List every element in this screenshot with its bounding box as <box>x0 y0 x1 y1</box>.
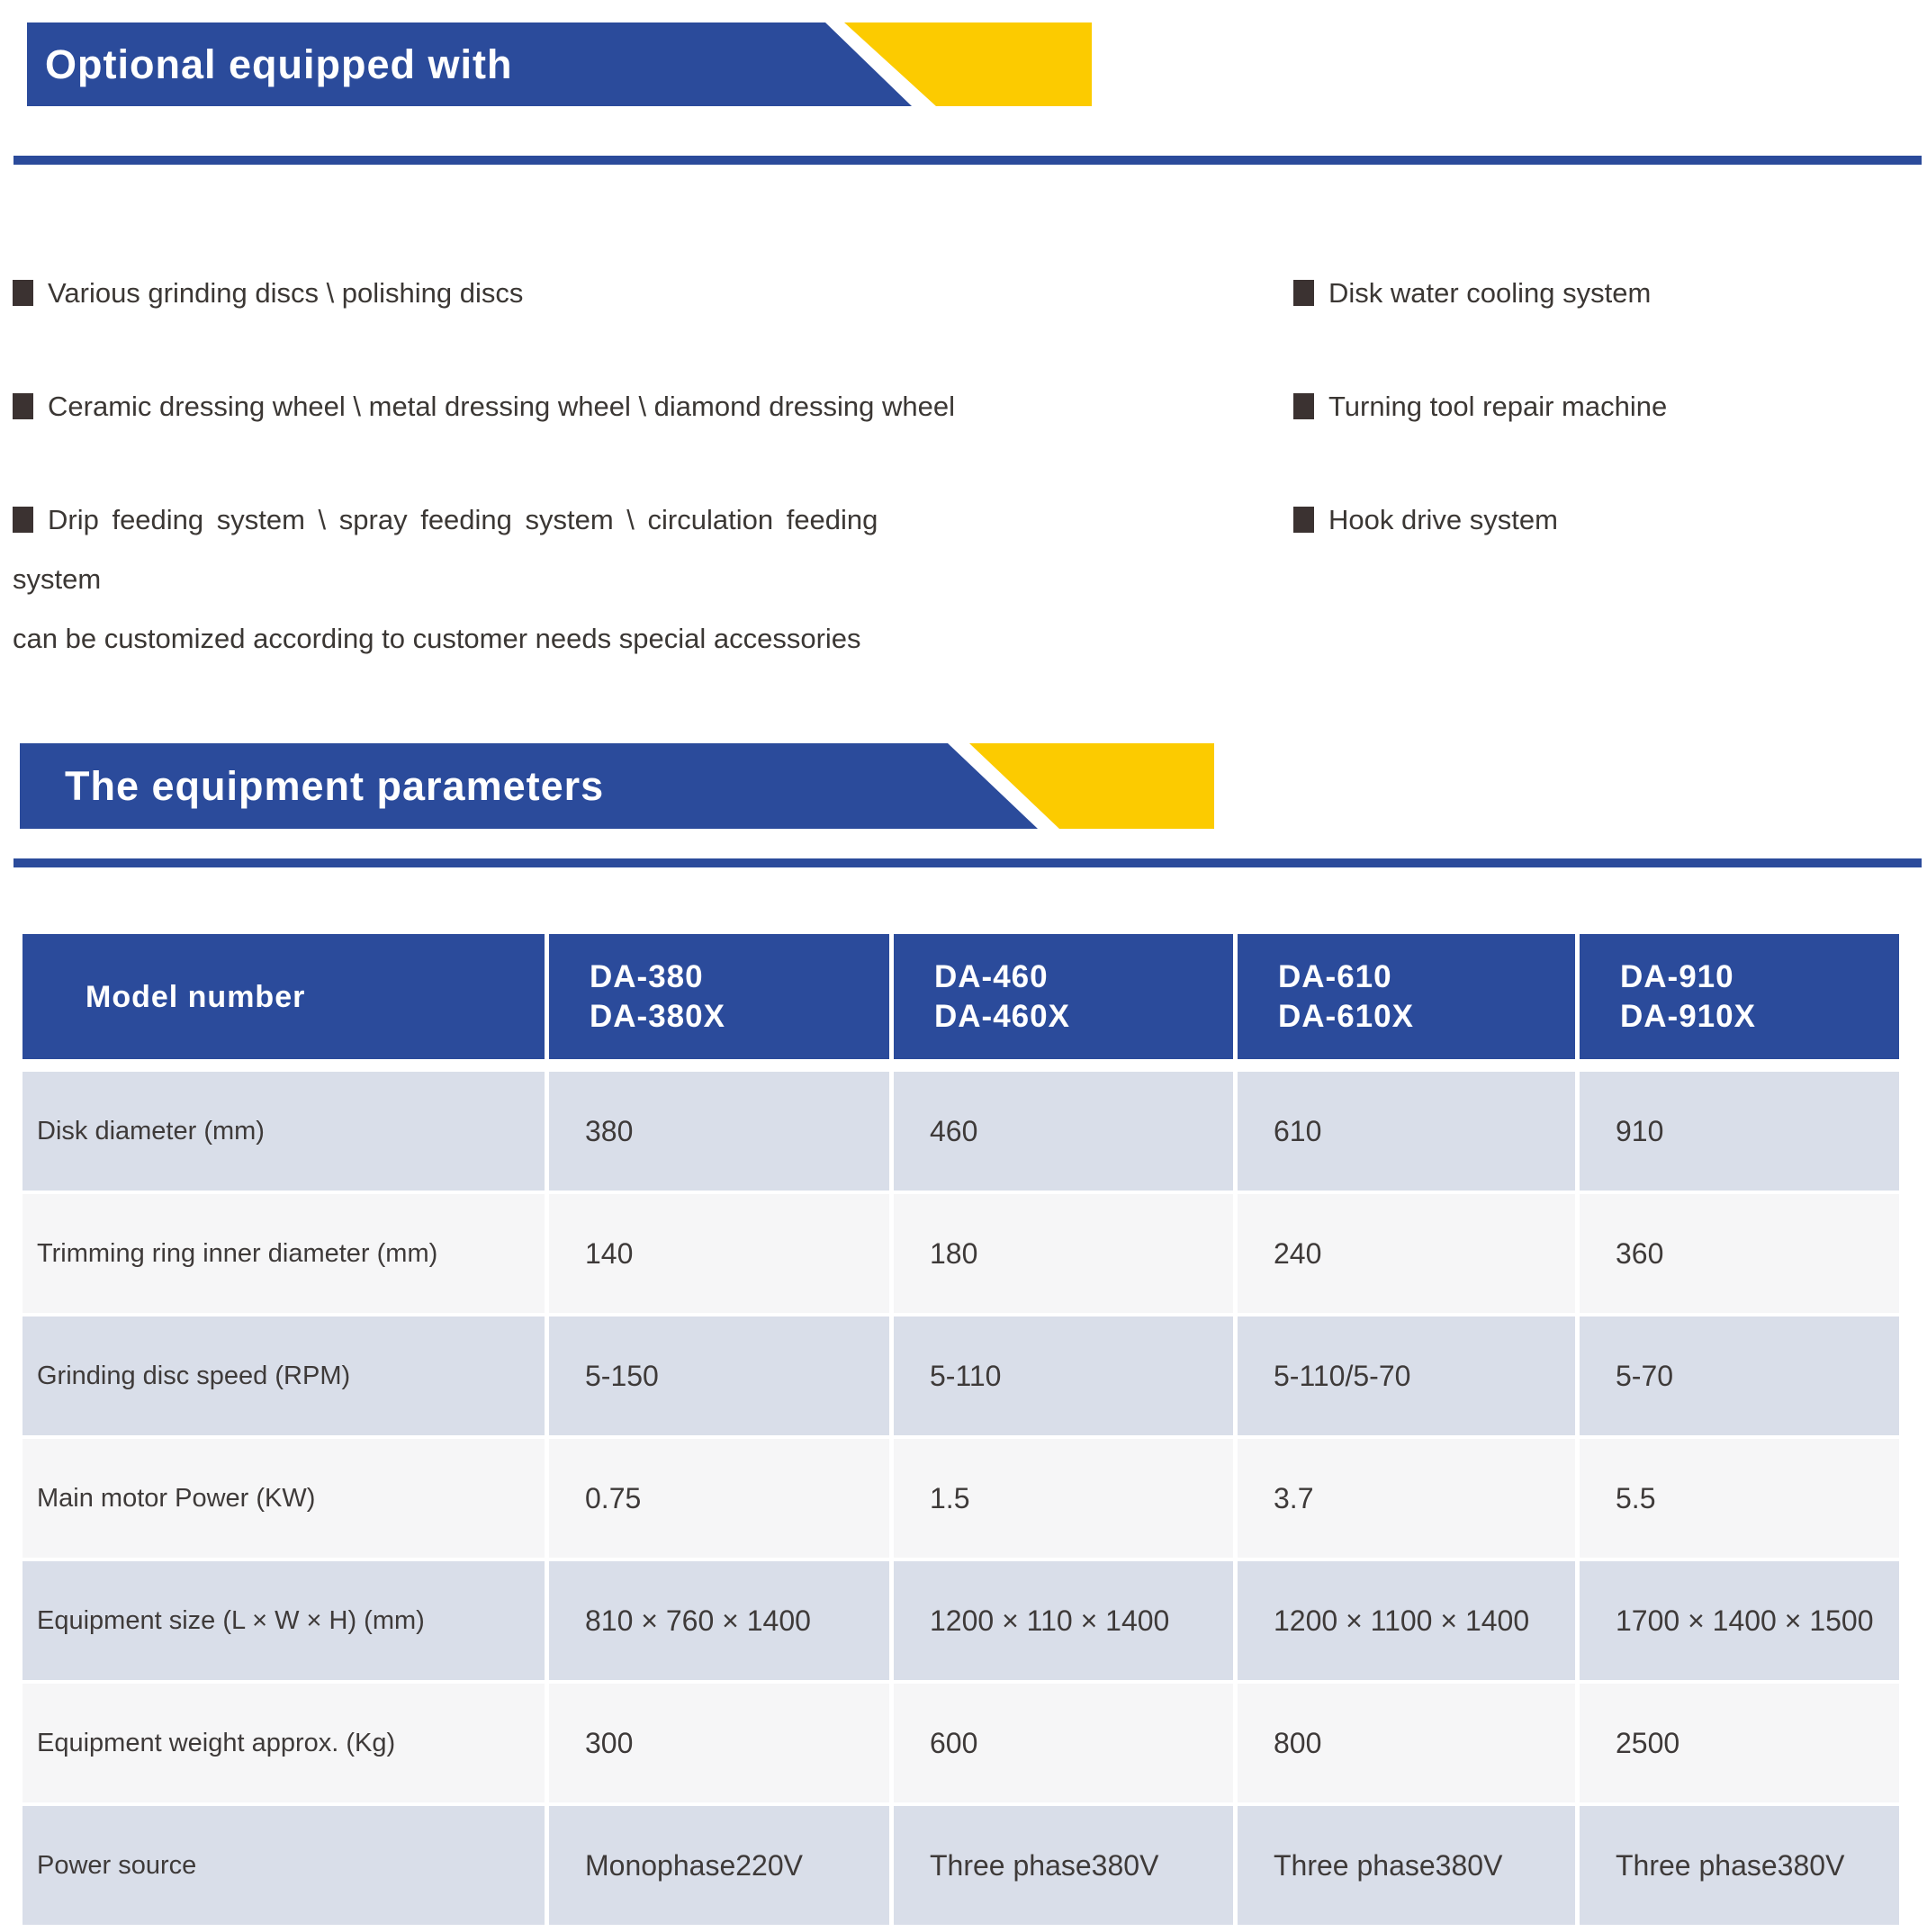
section-divider-line <box>14 858 1922 867</box>
row-label: Equipment size (L × W × H) (mm) <box>23 1561 545 1680</box>
table-cell: 0.75 <box>549 1439 889 1558</box>
bullet-square-icon <box>1293 280 1314 306</box>
spec-table-header-row: Model number DA-380 DA-380X DA-460 DA-46… <box>23 934 1899 1059</box>
list-item-text: can be customized according to customer … <box>13 623 861 654</box>
banner-blue-ribbon <box>20 743 1038 829</box>
list-item: Drip feeding system \ spray feeding syst… <box>13 490 931 669</box>
table-cell: 610 <box>1238 1072 1575 1191</box>
model-name: DA-910 <box>1620 958 1734 994</box>
table-cell: 5-110/5-70 <box>1238 1316 1575 1435</box>
row-label: Power source <box>23 1806 545 1925</box>
table-header-da-460: DA-460 DA-460X <box>894 934 1233 1059</box>
spec-table-body: Disk diameter (mm) 380 460 610 910 Trimm… <box>23 1072 1899 1925</box>
table-cell: 910 <box>1580 1072 1899 1191</box>
table-header-da-910: DA-910 DA-910X <box>1580 934 1899 1059</box>
spec-table: Model number DA-380 DA-380X DA-460 DA-46… <box>23 934 1899 1925</box>
optional-section-title: Optional equipped with <box>45 40 513 87</box>
parameters-section-banner: The equipment parameters <box>20 743 1226 829</box>
table-cell: Three phase380V <box>894 1806 1233 1925</box>
model-name: DA-610X <box>1278 998 1414 1034</box>
list-item-text: Disk water cooling system <box>1328 277 1652 309</box>
table-cell: 300 <box>549 1684 889 1802</box>
bullet-square-icon <box>13 507 33 533</box>
table-cell: 180 <box>894 1194 1233 1313</box>
model-name: DA-460 <box>934 958 1049 994</box>
table-header-da-380: DA-380 DA-380X <box>549 934 889 1059</box>
row-label: Equipment weight approx. (Kg) <box>23 1684 545 1802</box>
table-cell: 5-150 <box>549 1316 889 1435</box>
row-label: Disk diameter (mm) <box>23 1072 545 1191</box>
table-cell: Three phase380V <box>1238 1806 1575 1925</box>
table-cell: 800 <box>1238 1684 1575 1802</box>
list-item-text: Hook drive system <box>1328 504 1558 535</box>
row-label: Main motor Power (KW) <box>23 1439 545 1558</box>
table-cell: 5-70 <box>1580 1316 1899 1435</box>
table-cell: 1700 × 1400 × 1500 <box>1580 1561 1899 1680</box>
table-cell: 380 <box>549 1072 889 1191</box>
table-cell: 2500 <box>1580 1684 1899 1802</box>
table-cell: 460 <box>894 1072 1233 1191</box>
table-cell: 1200 × 1100 × 1400 <box>1238 1561 1575 1680</box>
table-cell: 3.7 <box>1238 1439 1575 1558</box>
table-header-da-610: DA-610 DA-610X <box>1238 934 1575 1059</box>
list-item: Various grinding discs \ polishing discs <box>13 277 523 310</box>
row-label: Trimming ring inner diameter (mm) <box>23 1194 545 1313</box>
list-item-text: Turning tool repair machine <box>1328 391 1668 422</box>
list-item-text: Ceramic dressing wheel \ metal dressing … <box>48 391 955 422</box>
list-item: Hook drive system <box>1293 504 1558 536</box>
table-header-model-number: Model number <box>23 934 545 1059</box>
banner-blue-ribbon <box>27 22 912 106</box>
table-cell: 140 <box>549 1194 889 1313</box>
list-item: Disk water cooling system <box>1293 277 1651 310</box>
model-name: DA-380 <box>590 958 704 994</box>
list-item-text: Various grinding discs \ polishing discs <box>48 277 524 309</box>
table-cell: 1.5 <box>894 1439 1233 1558</box>
table-cell: 240 <box>1238 1194 1575 1313</box>
parameters-section-title: The equipment parameters <box>65 762 605 809</box>
optional-section-banner: Optional equipped with <box>27 22 1121 106</box>
model-name: DA-380X <box>590 998 725 1034</box>
table-cell: 810 × 760 × 1400 <box>549 1561 889 1680</box>
table-cell: 360 <box>1580 1194 1899 1313</box>
list-item: Turning tool repair machine <box>1293 391 1667 423</box>
table-cell: 600 <box>894 1684 1233 1802</box>
bullet-square-icon <box>13 393 33 419</box>
table-cell: 1200 × 110 × 1400 <box>894 1561 1233 1680</box>
bullet-square-icon <box>1293 393 1314 419</box>
model-name: DA-910X <box>1620 998 1756 1034</box>
model-name: DA-610 <box>1278 958 1392 994</box>
section-divider-line <box>14 156 1922 165</box>
table-cell: Monophase220V <box>549 1806 889 1925</box>
table-cell: 5-110 <box>894 1316 1233 1435</box>
table-cell: 5.5 <box>1580 1439 1899 1558</box>
bullet-square-icon <box>13 280 33 306</box>
bullet-square-icon <box>1293 507 1314 533</box>
row-label: Grinding disc speed (RPM) <box>23 1316 545 1435</box>
list-item: Ceramic dressing wheel \ metal dressing … <box>13 391 955 423</box>
list-item-text: Drip feeding system \ spray feeding syst… <box>13 504 878 595</box>
table-cell: Three phase380V <box>1580 1806 1899 1925</box>
model-name: DA-460X <box>934 998 1070 1034</box>
